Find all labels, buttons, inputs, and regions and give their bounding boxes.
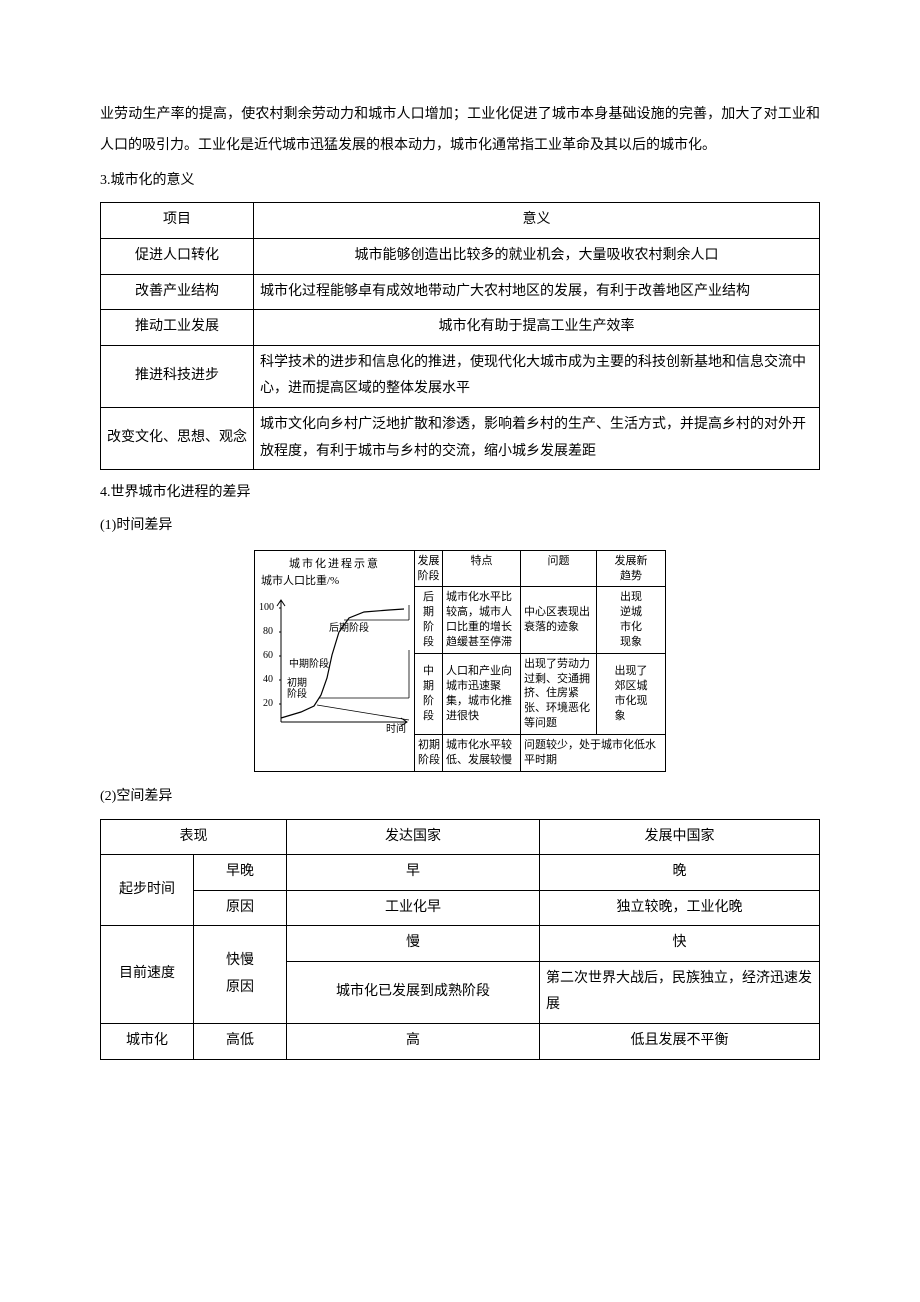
intro-paragraph: 业劳动生产率的提高，使农村剩余劳动力和城市人口增加；工业化促进了城市本身基础设施… bbox=[100, 100, 820, 162]
ytick: 60 bbox=[263, 649, 273, 663]
section-3-heading: 3.城市化的意义 bbox=[100, 166, 820, 197]
th-dev: 发达国家 bbox=[287, 819, 540, 855]
dev-val: 城市化已发展到成熟阶段 bbox=[287, 961, 540, 1023]
devg-val: 第二次世界大战后，民族独立，经济迅速发展 bbox=[540, 961, 820, 1023]
row-meaning: 科学技术的进步和信息化的推进，使现代化大城市成为主要的科技创新基地和信息交流中心… bbox=[254, 345, 820, 407]
dev-val: 早 bbox=[287, 855, 540, 891]
d-feature: 人口和产业向城市迅速聚集，城市化推进很快 bbox=[443, 654, 521, 734]
d-feature: 城市化水平较低、发展较慢 bbox=[443, 735, 521, 771]
diagram-title: 城市化进程示意 bbox=[259, 555, 410, 574]
chart-svg bbox=[259, 590, 411, 740]
row-meaning: 城市文化向乡村广泛地扩散和渗透，影响着乡村的生产、生活方式，并提高乡村的对外开放… bbox=[254, 407, 820, 469]
ytick: 40 bbox=[263, 673, 273, 687]
row-item: 改变文化、思想、观念 bbox=[101, 407, 254, 469]
devg-val: 独立较晚，工业化晚 bbox=[540, 890, 820, 926]
th-meaning: 意义 bbox=[254, 203, 820, 239]
devg-val: 晚 bbox=[540, 855, 820, 891]
diagram-chart: 100 80 60 40 20 后期阶段 中期阶段 初期 阶段 时间 bbox=[259, 590, 410, 740]
y-axis-label: 城市人口比重/% bbox=[259, 574, 410, 589]
ytick: 100 bbox=[259, 601, 274, 615]
devg-val: 低且发展不平衡 bbox=[540, 1024, 820, 1060]
ytick: 80 bbox=[263, 625, 273, 639]
d-trend: 出现了 郊区城 市化现 象 bbox=[597, 654, 665, 734]
dh-trend: 发展新 趋势 bbox=[597, 551, 665, 587]
cat: 城市化 bbox=[101, 1024, 194, 1060]
significance-table: 项目 意义 促进人口转化 城市能够创造出比较多的就业机会，大量吸收农村剩余人口 … bbox=[100, 202, 820, 470]
row-item: 推动工业发展 bbox=[101, 310, 254, 346]
ytick: 20 bbox=[263, 697, 273, 711]
dh-feature: 特点 bbox=[443, 551, 521, 587]
stage-late-label: 后期阶段 bbox=[329, 622, 369, 636]
devg-val: 快 bbox=[540, 926, 820, 962]
row-item: 改善产业结构 bbox=[101, 274, 254, 310]
stage-early-label: 初期 阶段 bbox=[287, 678, 307, 700]
aspect: 高低 bbox=[194, 1024, 287, 1060]
d-problem-trend: 问题较少，处于城市化低水平时期 bbox=[521, 735, 665, 771]
section-4-heading: 4.世界城市化进程的差异 bbox=[100, 478, 820, 509]
d-stage: 中 期 阶 段 bbox=[418, 664, 439, 723]
cat: 起步时间 bbox=[101, 855, 194, 926]
dh-stage: 发展 阶段 bbox=[415, 551, 443, 587]
aspect: 快慢 原因 bbox=[194, 926, 287, 1024]
spatial-difference-table: 表现 发达国家 发展中国家 起步时间 早晚 早 晚 原因 工业化早 独立较晚，工… bbox=[100, 819, 820, 1060]
sub-4-2: (2)空间差异 bbox=[100, 782, 820, 813]
row-meaning: 城市化有助于提高工业生产效率 bbox=[254, 310, 820, 346]
dev-val: 高 bbox=[287, 1024, 540, 1060]
dev-val: 工业化早 bbox=[287, 890, 540, 926]
x-axis-label: 时间 bbox=[386, 723, 406, 737]
aspect: 原因 bbox=[194, 890, 287, 926]
th-item: 项目 bbox=[101, 203, 254, 239]
d-stage: 初期 阶段 bbox=[418, 738, 439, 768]
row-item: 推进科技进步 bbox=[101, 345, 254, 407]
d-problem: 中心区表现出衰落的迹象 bbox=[521, 587, 597, 652]
d-feature: 城市化水平比较高，城市人口比重的增长趋缓甚至停滞 bbox=[443, 587, 521, 652]
row-meaning: 城市化过程能够卓有成效地带动广大农村地区的发展，有利于改善地区产业结构 bbox=[254, 274, 820, 310]
row-meaning: 城市能够创造出比较多的就业机会，大量吸收农村剩余人口 bbox=[254, 238, 820, 274]
stage-mid-label: 中期阶段 bbox=[289, 658, 329, 672]
th-expr: 表现 bbox=[101, 819, 287, 855]
aspect: 早晚 bbox=[194, 855, 287, 891]
dh-problem: 问题 bbox=[521, 551, 597, 587]
d-stage: 后 期 阶 段 bbox=[418, 590, 439, 649]
cat: 目前速度 bbox=[101, 926, 194, 1024]
row-item: 促进人口转化 bbox=[101, 238, 254, 274]
d-problem: 出现了劳动力过剩、交通拥挤、住房紧张、环境恶化等问题 bbox=[521, 654, 597, 734]
d-trend: 出现 逆城 市化 现象 bbox=[597, 587, 665, 652]
th-devg: 发展中国家 bbox=[540, 819, 820, 855]
sub-4-1: (1)时间差异 bbox=[100, 511, 820, 542]
dev-val: 慢 bbox=[287, 926, 540, 962]
urbanization-stage-diagram: 城市化进程示意 城市人口比重/% bbox=[254, 550, 666, 772]
